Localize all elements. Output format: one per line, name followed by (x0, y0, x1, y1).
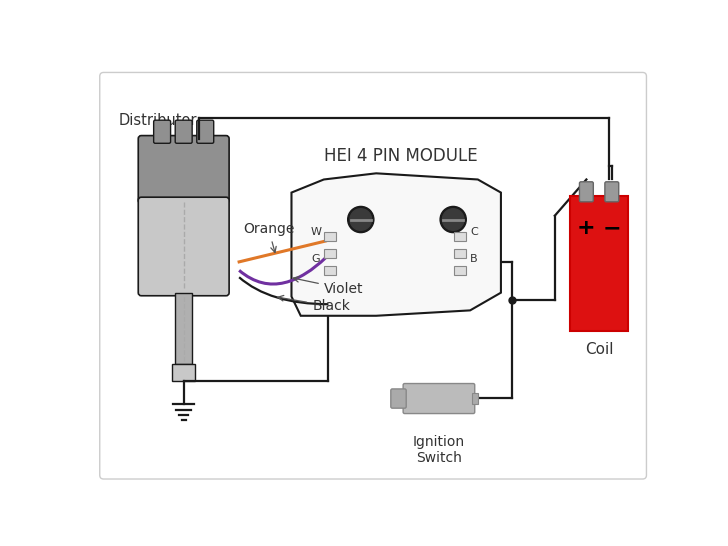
FancyBboxPatch shape (579, 182, 593, 202)
Bar (172, 364, 195, 381)
Bar (324, 232, 336, 241)
Bar (324, 249, 336, 258)
Text: B: B (470, 254, 478, 264)
Text: HEI 4 PIN MODULE: HEI 4 PIN MODULE (324, 147, 478, 165)
Text: Black: Black (278, 295, 350, 313)
Text: Distributor: Distributor (119, 114, 197, 128)
Polygon shape (291, 173, 501, 316)
Circle shape (348, 206, 374, 233)
Bar (454, 249, 466, 258)
Text: G: G (312, 254, 320, 264)
FancyBboxPatch shape (138, 197, 229, 296)
Text: +: + (577, 218, 596, 238)
Bar (472, 393, 478, 404)
Bar (175, 293, 192, 364)
Text: W: W (311, 227, 322, 237)
FancyBboxPatch shape (391, 389, 406, 408)
Circle shape (350, 209, 371, 230)
Text: C: C (470, 227, 478, 237)
Text: −: − (603, 218, 621, 238)
Text: Coil: Coil (585, 342, 614, 357)
Bar (570, 197, 628, 331)
Bar (454, 266, 466, 275)
Bar (454, 232, 466, 241)
Text: Orange: Orange (243, 222, 294, 252)
Text: Violet: Violet (293, 276, 363, 296)
FancyBboxPatch shape (403, 383, 475, 413)
Circle shape (443, 209, 464, 230)
FancyBboxPatch shape (605, 182, 619, 202)
FancyBboxPatch shape (197, 120, 214, 143)
Bar (324, 266, 336, 275)
Text: Ignition
Switch: Ignition Switch (413, 435, 465, 465)
FancyBboxPatch shape (175, 120, 192, 143)
FancyBboxPatch shape (154, 120, 170, 143)
FancyBboxPatch shape (138, 135, 229, 203)
Circle shape (440, 206, 466, 233)
